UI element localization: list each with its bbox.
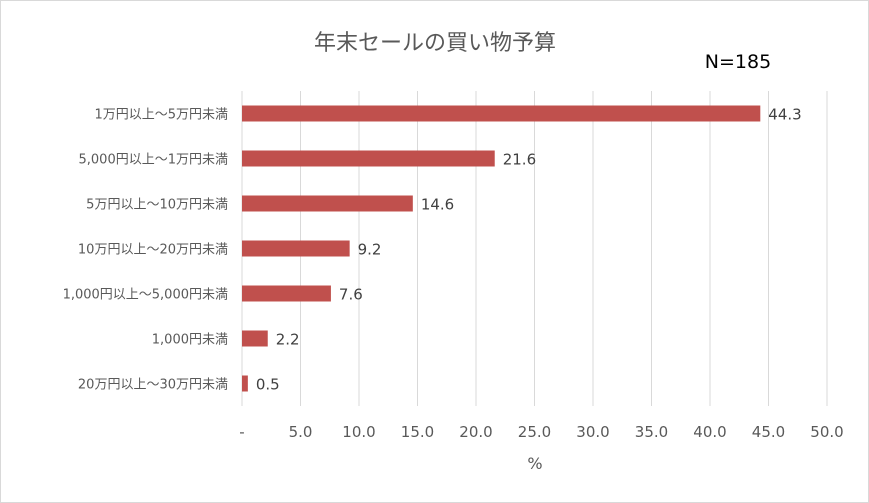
x-tick-label: 50.0 (810, 423, 843, 441)
x-tick-label: 15.0 (401, 423, 434, 441)
category-label: 5万円以上～10万円未満 (86, 198, 228, 213)
category-label: 5,000円以上～1万円未満 (79, 153, 229, 168)
x-tick-label: 35.0 (635, 423, 668, 441)
data-label: 21.6 (503, 151, 536, 169)
bar (242, 285, 331, 302)
data-label: 2.2 (276, 331, 300, 349)
x-tick-label: 30.0 (576, 423, 609, 441)
category-label: 20万円以上～30万円未満 (78, 378, 228, 393)
x-tick-label: 45.0 (752, 423, 785, 441)
data-label: 44.3 (768, 106, 801, 124)
x-tick-label: 25.0 (518, 423, 551, 441)
bar (242, 150, 495, 167)
sample-size-annotation: N=185 (705, 51, 771, 73)
data-label: 14.6 (421, 196, 454, 214)
bar (242, 240, 350, 257)
category-label: 10万円以上～20万円未満 (78, 243, 228, 258)
x-tick-label: 5.0 (289, 423, 313, 441)
data-label: 7.6 (339, 286, 363, 304)
x-tick-label: 10.0 (342, 423, 375, 441)
category-label: 1,000円以上～5,000円未満 (63, 288, 228, 303)
bar (242, 195, 413, 212)
bar (242, 105, 761, 122)
x-tick-label: - (239, 423, 244, 441)
labels: - 5.0 10.0 15.0 20.0 25.0 30.0 35.0 40.0 45.0 50.0… (63, 106, 844, 442)
category-label: 1万円以上～5万円未満 (94, 108, 228, 123)
data-label: 0.5 (256, 376, 280, 394)
chart-title: 年末セールの買い物予算 (314, 31, 556, 56)
data-label: 9.2 (358, 241, 382, 259)
bar (242, 330, 268, 347)
category-label: 1,000円未満 (152, 333, 228, 348)
x-tick-label: 20.0 (459, 423, 492, 441)
gridlines (241, 91, 828, 406)
bar (242, 375, 248, 392)
x-tick-label: 40.0 (693, 423, 726, 441)
bars (242, 105, 761, 392)
x-axis-title: % (527, 454, 542, 473)
